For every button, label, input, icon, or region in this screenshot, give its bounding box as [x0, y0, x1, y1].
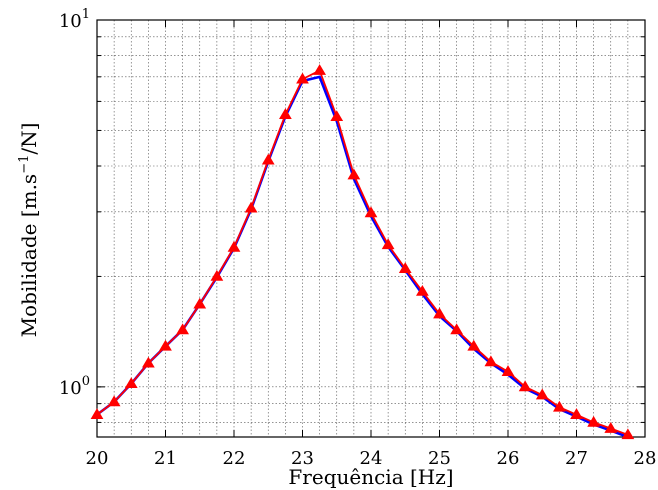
- data-point-marker: [450, 323, 463, 335]
- data-point-marker: [330, 110, 344, 122]
- data-point-marker: [587, 415, 600, 427]
- y-axis-label: Mobilidade [m.s−1/N]: [17, 123, 41, 338]
- data-point-marker: [518, 380, 532, 392]
- data-point-marker: [107, 395, 121, 407]
- y-axis-label-suffix: /N]: [17, 123, 41, 155]
- x-tick-label: 24: [360, 448, 383, 469]
- data-point-marker: [193, 297, 207, 309]
- y-tick-label-exponent: 1: [82, 7, 90, 22]
- x-tick-label: 22: [223, 448, 246, 469]
- data-point-marker: [467, 339, 481, 351]
- data-point-marker: [227, 240, 241, 252]
- y-axis-label-main: Mobilidade [m.s: [17, 174, 41, 338]
- y-tick-label-base: 10: [59, 378, 82, 399]
- y-tick-label: 100: [59, 374, 90, 399]
- data-point-marker: [381, 238, 395, 250]
- x-tick-label: 21: [154, 448, 177, 469]
- data-point-marker: [604, 422, 618, 433]
- data-point-marker: [279, 108, 292, 120]
- x-axis-label: Frequência [Hz]: [288, 465, 453, 489]
- data-point-marker: [296, 72, 309, 84]
- data-point-marker: [364, 206, 378, 218]
- data-point-marker: [244, 201, 258, 213]
- y-axis-label-exponent: −1: [17, 155, 32, 174]
- data-point-marker: [621, 428, 635, 440]
- data-point-marker: [416, 284, 429, 296]
- data-point-marker: [210, 269, 224, 281]
- x-tick-label: 28: [634, 448, 657, 469]
- data-point-marker: [433, 307, 446, 319]
- data-point-marker: [159, 339, 172, 351]
- data-point-marker: [553, 400, 566, 412]
- grid-lines: [97, 20, 645, 437]
- x-tick-label: 20: [86, 448, 109, 469]
- y-tick-label-exponent: 0: [82, 374, 90, 389]
- data-point-marker: [176, 323, 189, 335]
- x-tick-label: 26: [497, 448, 520, 469]
- data-point-marker: [535, 388, 549, 400]
- y-tick-label-base: 10: [59, 11, 82, 32]
- data-series: [90, 64, 635, 440]
- x-tick-label: 25: [428, 448, 451, 469]
- y-tick-label: 101: [59, 7, 90, 32]
- x-tick-label: 27: [565, 448, 588, 469]
- data-point-marker: [501, 365, 515, 377]
- data-point-marker: [261, 153, 275, 165]
- data-point-marker: [484, 355, 498, 367]
- data-point-marker: [90, 408, 104, 419]
- data-point-marker: [142, 356, 155, 368]
- data-point-marker: [124, 377, 138, 389]
- data-point-marker: [570, 408, 583, 419]
- data-point-marker: [347, 168, 361, 180]
- x-tick-label: 23: [291, 448, 314, 469]
- data-point-marker: [313, 64, 326, 75]
- data-point-marker: [398, 262, 412, 273]
